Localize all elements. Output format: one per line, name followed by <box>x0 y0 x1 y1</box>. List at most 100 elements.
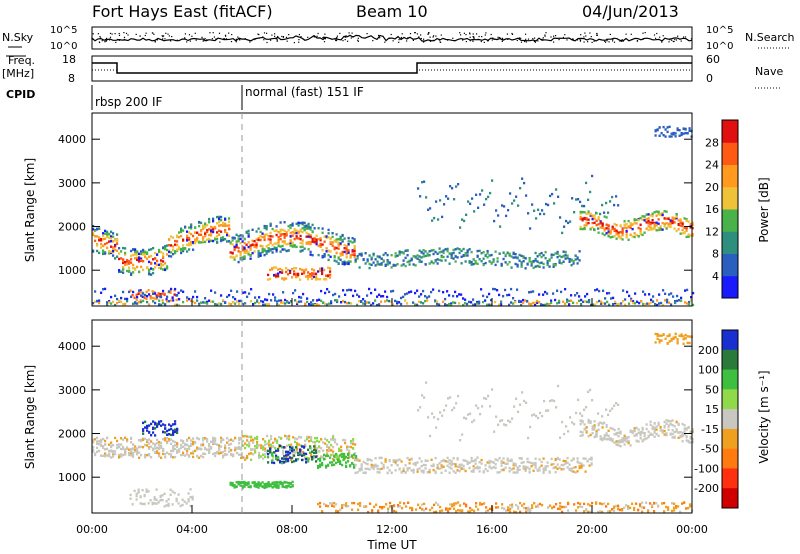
data-cell <box>301 230 304 234</box>
data-cell <box>670 292 673 295</box>
noise-dot <box>537 40 539 42</box>
data-cell <box>576 262 579 265</box>
noise-dot <box>277 35 279 38</box>
data-cell <box>454 463 457 466</box>
data-cell <box>315 449 318 452</box>
data-cell <box>500 461 503 465</box>
data-cell <box>554 471 557 474</box>
data-cell <box>648 302 651 305</box>
data-cell <box>500 468 503 472</box>
data-cell <box>131 503 134 506</box>
data-cell <box>161 299 164 302</box>
data-cell <box>462 297 465 300</box>
data-cell <box>154 434 157 437</box>
data-cell <box>309 272 312 276</box>
data-cell <box>478 258 481 261</box>
data-cell <box>597 231 600 234</box>
data-cell <box>305 452 308 456</box>
data-cell <box>289 226 292 230</box>
data-cell <box>192 295 195 299</box>
data-cell <box>256 437 259 441</box>
data-cell <box>605 223 608 226</box>
data-cell <box>176 294 179 297</box>
data-cell <box>112 449 115 453</box>
data-cell <box>440 259 443 262</box>
power-cbar-swatch-1 <box>722 253 738 277</box>
data-cell <box>434 260 437 263</box>
data-cell <box>596 288 599 291</box>
data-cell <box>629 429 632 432</box>
data-cell <box>358 300 361 303</box>
data-cell <box>443 409 446 412</box>
data-cell <box>245 231 248 234</box>
data-cell <box>538 466 541 469</box>
data-cell <box>528 467 531 471</box>
data-cell <box>273 242 276 245</box>
data-cell <box>108 250 111 253</box>
data-cell <box>335 238 338 241</box>
data-cell <box>421 508 424 511</box>
data-cell <box>440 250 443 253</box>
power-panel <box>91 112 693 307</box>
noise-dot <box>558 39 560 41</box>
data-cell <box>542 457 545 460</box>
data-cell <box>400 264 403 267</box>
data-cell <box>301 445 304 448</box>
data-cell <box>104 448 107 451</box>
data-cell <box>658 341 661 344</box>
noise-dot <box>469 32 471 34</box>
data-cell <box>240 299 243 303</box>
data-cell <box>588 464 591 467</box>
data-cell <box>366 294 369 297</box>
data-cell <box>267 485 270 488</box>
data-cell <box>208 449 211 452</box>
data-cell <box>291 276 294 279</box>
noise-dot <box>525 41 527 43</box>
data-cell <box>649 502 652 505</box>
data-cell <box>228 294 231 297</box>
data-cell <box>602 289 605 292</box>
data-cell <box>546 302 549 306</box>
noise-dot <box>454 40 456 42</box>
data-cell <box>615 195 618 198</box>
data-cell <box>483 396 486 400</box>
data-cell <box>460 463 463 466</box>
data-cell <box>550 256 553 259</box>
data-cell <box>96 446 99 449</box>
data-cell <box>255 485 258 488</box>
noise-search-dots <box>92 32 693 44</box>
data-cell <box>584 457 587 460</box>
data-cell <box>92 445 95 449</box>
data-cell <box>524 468 527 471</box>
data-cell <box>450 256 453 260</box>
data-cell <box>590 303 593 307</box>
power-cbar-swatch-7 <box>722 120 738 143</box>
data-cell <box>311 457 314 461</box>
data-cell <box>277 272 280 275</box>
data-cell <box>658 302 661 305</box>
data-cell <box>218 302 221 305</box>
data-cell <box>587 435 590 438</box>
data-cell <box>285 231 288 234</box>
data-cell <box>287 229 290 232</box>
data-cell <box>659 225 662 228</box>
data-cell <box>532 301 535 305</box>
data-cell <box>190 227 193 230</box>
data-cell <box>234 436 237 440</box>
data-cell <box>315 460 318 463</box>
data-cell <box>534 251 537 255</box>
data-cell <box>421 181 424 184</box>
data-cell <box>398 251 401 254</box>
data-cell <box>325 274 328 277</box>
data-cell <box>663 501 666 505</box>
data-cell <box>362 302 365 305</box>
data-cell <box>460 293 463 296</box>
data-cell <box>196 295 199 299</box>
data-cell <box>587 421 590 424</box>
data-cell <box>512 256 515 259</box>
data-cell <box>421 503 424 506</box>
noise-dot <box>262 36 264 38</box>
data-cell <box>636 300 639 303</box>
data-cell <box>283 233 286 236</box>
data-cell <box>184 225 187 228</box>
